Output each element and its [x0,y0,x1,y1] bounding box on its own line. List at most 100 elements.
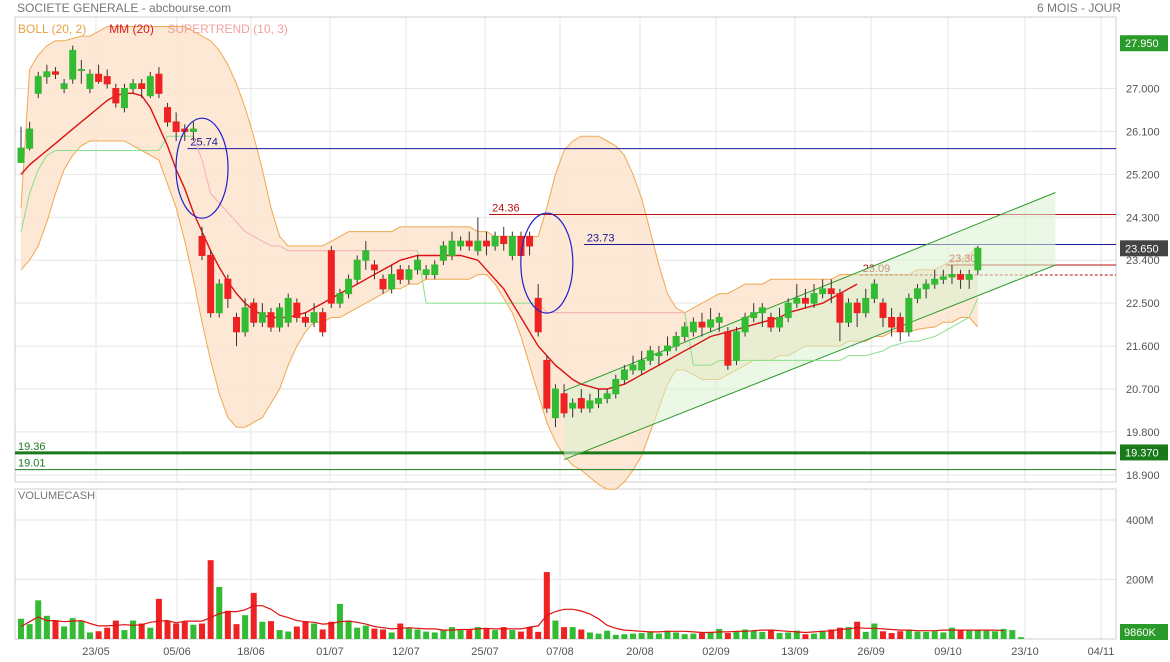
candle-body [664,345,671,352]
period-label[interactable]: 6 MOIS - JOUR [1036,1,1121,15]
candle [922,279,930,299]
candle-body [370,264,378,271]
candle-body [69,49,77,80]
candle-body [957,274,965,280]
supertrend-segment [20,193,31,232]
volume-bar [819,630,826,639]
volume-bar [966,630,973,639]
volume-bar [405,627,412,639]
supertrend-segment [253,235,263,242]
candle [77,59,85,84]
volume-bar [354,627,361,639]
volume-bar [948,627,955,639]
volume-bar [535,631,542,639]
candle [448,231,456,261]
candle-body [164,107,172,123]
candle [784,298,792,323]
volume-bar [1009,630,1016,639]
volume-bar [776,633,783,639]
candle [370,260,378,280]
volume-bar [121,630,128,639]
volume-bar [371,628,378,639]
candle-body [431,264,439,276]
candle-body [241,307,249,333]
supertrend-segment [968,298,979,318]
volume-bar [388,632,395,639]
candle-body [267,312,275,328]
ellipse-annotation [175,117,229,219]
candle [86,69,94,94]
price-tick-label: 24.300 [1126,212,1160,224]
candle-body [896,316,904,333]
volume-bar [647,631,654,639]
volume-bar [319,629,326,639]
candle-body [95,73,103,82]
candle [34,71,42,99]
date-tick-label: 07/08 [546,646,574,658]
volume-bar [940,632,947,639]
candle [888,307,896,337]
supertrend-segment [865,352,875,357]
candle-body [974,247,982,271]
candle [870,279,878,304]
volume-bar [190,624,197,639]
candle-body [146,76,154,97]
candle [431,260,439,280]
date-tick-label: 20/08 [626,646,654,658]
price-frame [14,16,1117,483]
candle-body [750,312,758,318]
date-tick-label: 18/06 [237,646,265,658]
candle [362,241,370,270]
candle-body [448,240,456,256]
price-tick-label: 27.000 [1126,84,1160,96]
chart-title: SOCIETE GENERALE - abcbourse.com [17,1,232,15]
candle [146,71,154,99]
volume-bar [423,631,430,639]
candle [207,250,215,318]
candle [388,265,396,294]
candle-body [362,250,370,261]
volume-bar [742,629,749,639]
candle [681,322,689,342]
volume-tick-label: 400M [1126,515,1154,527]
candle-body [577,398,585,409]
candle [43,64,51,84]
candle-body [379,278,387,290]
volume-bar [43,615,50,639]
volume-bar [552,620,559,639]
candle [336,288,344,308]
volume-bar [802,634,809,639]
date-tick-label: 02/09 [702,646,730,658]
candle-body [258,312,266,323]
candle [250,298,258,327]
supertrend-segment [29,169,39,194]
candle-body [913,288,921,299]
channel-fill [564,192,1056,460]
candle-body [43,71,51,78]
channel-upper [563,192,1056,392]
candle [551,384,559,428]
legend-item: SUPERTREND (10, 3) [167,22,287,36]
candle-body [715,316,723,323]
volume-bar [586,632,593,639]
candle [767,312,775,332]
legend: BOLL (20, 2) MM (20) SUPERTREND (10, 3) [18,22,288,36]
candle-body [810,293,818,304]
candle-body [698,321,706,328]
candle-body [543,359,551,409]
volume-bar [242,615,249,639]
supertrend-segment [417,250,427,304]
candle-body [310,312,318,323]
candle [138,79,146,99]
volume-bar [147,627,154,639]
volume-bar [104,627,111,639]
candle [698,312,706,337]
candle-body [819,288,827,295]
candle-body [724,331,732,366]
date-tick-label: 25/07 [471,646,499,658]
volume-tag [1120,624,1168,640]
candle [707,307,715,332]
candle [732,327,740,366]
volume-bar [621,634,628,639]
volume-bar [95,631,102,639]
